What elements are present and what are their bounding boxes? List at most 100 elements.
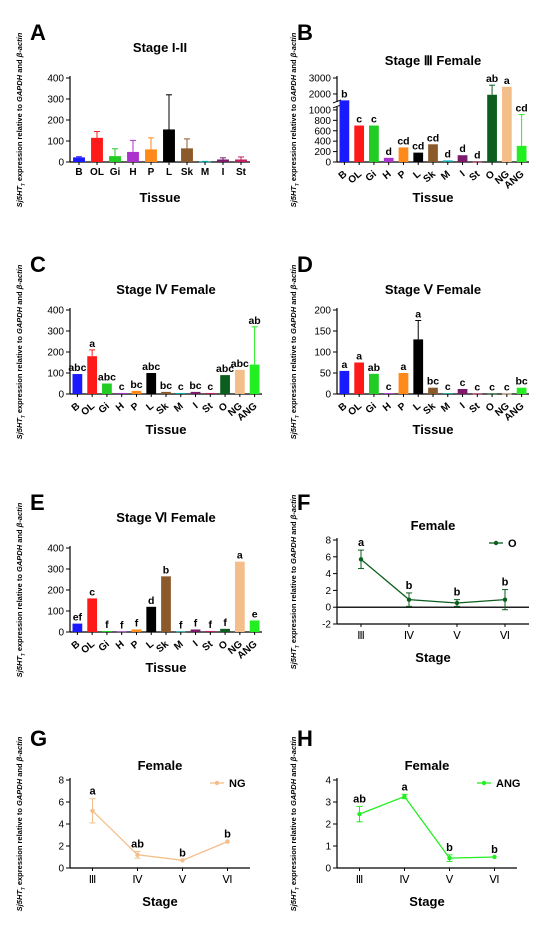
bar-m [442, 160, 453, 162]
bar-sk [428, 387, 438, 394]
x-tick-label: I [458, 169, 467, 179]
y-axis-label: Sj5HT7 expression relative to GAPDH and … [15, 32, 27, 207]
significance-letter: a [401, 361, 407, 373]
chart-title: Stage Ⅴ Female [385, 282, 481, 297]
significance-letter: a [89, 786, 96, 798]
x-tick-label: Ⅲ [356, 874, 364, 886]
y-tick-label: 400 [47, 544, 64, 555]
y-tick-label: 8 [58, 776, 64, 787]
significance-letter: c [207, 381, 213, 393]
panel-letter: D [297, 252, 313, 277]
bar-m [175, 631, 186, 633]
data-point [492, 854, 497, 860]
bar-sk [181, 148, 193, 162]
y-tick-label: 150 [314, 327, 331, 338]
significance-letter: ab [353, 793, 366, 805]
bar-o [220, 375, 230, 394]
data-point [502, 597, 508, 602]
significance-letter: b [446, 842, 453, 854]
y-tick-label: 1 [325, 842, 331, 853]
x-tick-label: Ⅴ [446, 874, 454, 886]
significance-letter: f [194, 617, 198, 629]
significance-letter: cd [515, 103, 527, 115]
chart-title: Stage Ⅲ Female [385, 53, 481, 68]
series-line [92, 810, 228, 861]
chart-title: Female [411, 518, 456, 533]
x-tick-label: M [439, 401, 452, 415]
bar-o [220, 628, 230, 632]
x-tick-label: Gi [97, 639, 112, 654]
y-tick-label: 100 [314, 348, 331, 359]
y-tick-label: 1000 [309, 105, 332, 116]
x-tick-label: H [381, 169, 394, 182]
bar-gi [102, 630, 112, 632]
chart-title: Stage Ⅵ Female [116, 510, 215, 525]
significance-letter: ab [486, 73, 498, 85]
y-tick-label: 400 [47, 306, 64, 317]
x-tick-label: M [172, 639, 185, 653]
x-axis-label: Stage [415, 650, 450, 665]
panel-letter: C [30, 252, 46, 277]
data-point [454, 600, 460, 606]
significance-letter: d [459, 143, 465, 155]
x-tick-label: OL [79, 401, 97, 418]
x-axis-label: Tissue [146, 422, 187, 437]
significance-letter: f [135, 617, 139, 629]
x-tick-label: H [129, 167, 136, 178]
bar-l [146, 606, 157, 632]
significance-letter: b [491, 844, 498, 856]
y-tick-label: 4 [325, 776, 331, 787]
x-tick-label: Sk [154, 401, 171, 418]
bar-p [398, 147, 409, 162]
y-tick-label: 4 [325, 569, 331, 580]
y-tick-label: 6 [325, 552, 331, 563]
significance-letter: bc [189, 380, 201, 392]
y-tick-label: 100 [47, 607, 64, 618]
significance-letter: ef [73, 612, 83, 624]
bar-p [131, 390, 142, 394]
y-tick-label: 2 [325, 586, 331, 597]
x-axis-label: Stage [409, 894, 444, 909]
x-tick-label: H [381, 401, 394, 414]
bar-ang [249, 620, 260, 632]
significance-letter: c [489, 382, 495, 394]
data-point [406, 597, 412, 602]
significance-letter: a [358, 537, 365, 549]
y-tick-label: 2 [325, 820, 331, 831]
panel-letter: H [297, 726, 313, 751]
bar-l [413, 339, 424, 394]
panel-letter: E [30, 490, 45, 515]
data-point [358, 557, 364, 562]
significance-letter: abc [68, 362, 86, 374]
y-tick-label: 200 [314, 306, 331, 317]
y-tick-label: 0 [325, 158, 331, 169]
bar-b [339, 100, 350, 162]
panel-c: C Stage Ⅳ Female Sj5HT7 expression relativ… [15, 252, 262, 439]
chart-title: Female [138, 758, 183, 773]
bar-ang [516, 387, 527, 394]
y-axis-label: Sj5HT7 expression relative to GAPDH and … [289, 32, 301, 207]
significance-letter: abc [231, 358, 249, 370]
significance-letter: d [148, 595, 154, 607]
y-tick-label: 200 [47, 586, 64, 597]
bar-p [398, 373, 409, 394]
panel-b: B Stage Ⅲ Female Sj5HT7 expression relativ… [289, 20, 529, 207]
bar-i [457, 388, 468, 394]
x-tick-label: OL [90, 167, 104, 178]
significance-letter: b [224, 829, 231, 841]
y-tick-label: 0 [58, 390, 64, 401]
bar-h [127, 151, 139, 162]
data-point [447, 855, 452, 861]
y-tick-label: 300 [47, 327, 64, 338]
series-line [359, 795, 495, 859]
bar-st [205, 630, 216, 632]
significance-letter: b [163, 564, 169, 576]
y-tick-label: 200 [47, 116, 64, 127]
x-tick-label: Ⅳ [404, 630, 415, 642]
panel-letter: A [30, 20, 46, 45]
y-tick-label: 400 [314, 137, 331, 148]
chart-title: Stage I-II [133, 40, 187, 55]
bar-st [205, 392, 216, 394]
y-tick-label: 0 [325, 390, 331, 401]
